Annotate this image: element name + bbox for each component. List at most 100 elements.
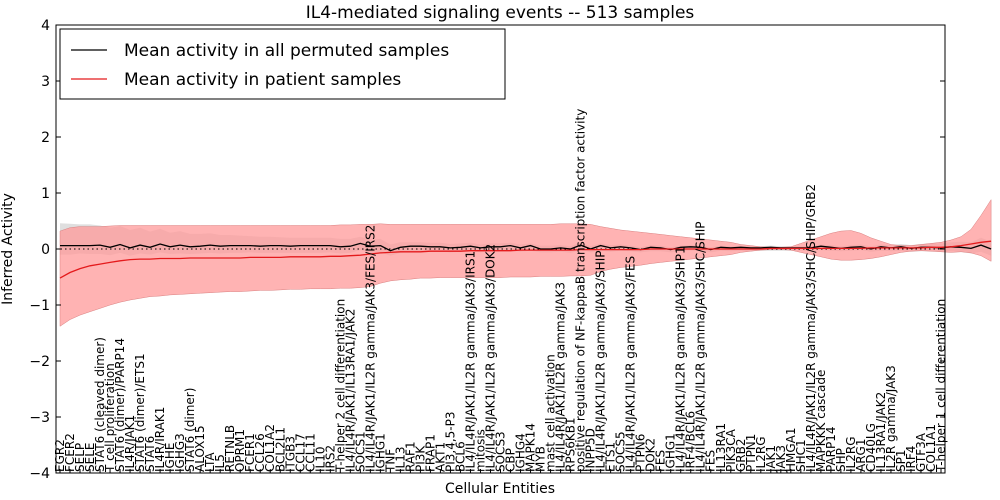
x-tick-label: SELP	[73, 443, 87, 472]
x-tick-label: IL2RG	[844, 437, 858, 473]
x-tick-label: CD40LG	[864, 423, 878, 472]
x-tick-label: FES	[654, 450, 668, 472]
x-tick-label: IL4R/IRAK1	[153, 407, 167, 472]
y-tick-label: −4	[29, 466, 50, 482]
x-tick-label: MAPK14	[524, 423, 538, 472]
x-tick-label: SOCS1	[353, 431, 367, 472]
y-tick-label: −1	[29, 298, 50, 314]
x-tick-label: RAF1	[403, 441, 417, 472]
x-tick-label: IGHG4	[514, 433, 528, 472]
x-tick-label: IL13RA1	[714, 423, 728, 472]
x-tick-label: IL4/IL4R/JAK1/IL13RA1/JAK2	[343, 309, 357, 473]
x-tick-label: SP1	[894, 450, 908, 473]
y-tick-label: 1	[41, 186, 50, 202]
x-tick-label: STAT6 (dimer)	[183, 388, 197, 472]
x-tick-label: HMGA1	[784, 427, 798, 472]
confidence-bands	[59, 198, 992, 327]
x-tick-label: AKT1	[433, 442, 447, 472]
x-tick-label: MYB	[534, 446, 548, 472]
y-tick-label: −2	[29, 354, 50, 370]
y-tick-labels: −4 −3 −2 −1 0 1 2 3 4	[29, 18, 50, 482]
x-tick-label: ITGB3	[283, 436, 297, 472]
x-tick-label: SOCS3	[494, 431, 508, 472]
x-tick-label: OPRM1	[233, 429, 247, 472]
x-tick-label: PTPN1	[744, 434, 758, 472]
y-axis-title: Inferred Activity	[0, 193, 16, 305]
y-tick-label: 4	[41, 18, 50, 34]
x-tick-label: PARP14	[824, 426, 838, 472]
x-tick-label: mast cell activation	[544, 354, 558, 472]
x-tick-label: IL4/IL4R/JAK1/IL2R gamma/JAK3/DOK2	[484, 244, 498, 472]
x-tick-label: CCL26	[253, 433, 267, 472]
legend-label: Mean activity in patient samples	[124, 70, 401, 90]
x-tick-label: T cell proliferation	[103, 363, 117, 473]
x-tick-label: PI3K	[413, 445, 427, 472]
x-tick-label: COL1A1	[924, 424, 938, 472]
x-tick-label: IL10	[313, 447, 327, 473]
x-tick-label: ALOX15	[193, 425, 207, 472]
x-tick-label: T-helper 1 cell differentiation	[934, 299, 948, 473]
x-tick-label: IGHE	[163, 443, 177, 472]
series-lines	[56, 240, 992, 279]
x-tick-label: ARG1	[854, 439, 868, 472]
x-tick-label: SOCS5	[614, 431, 628, 472]
x-tick-label: PIK3CA	[724, 428, 738, 472]
x-tick-label: JAK1	[764, 445, 778, 473]
x-tick-label: FCER1	[243, 433, 257, 472]
y-tick-label: 2	[41, 130, 50, 146]
x-tick-label: PTPN6	[634, 434, 648, 472]
x-tick-label: IL4/IL4R/JAK1/IL2R gamma/JAK3/SHP1	[674, 246, 688, 472]
x-tick-label: STAT6 (dimer)/ETS1	[133, 353, 147, 472]
x-tick-label: IRF4	[904, 446, 918, 472]
x-tick-label: IL4/IL4R/JAK1/IL2R gamma/JAK3/IRS1	[464, 251, 478, 472]
y-tick-label: 3	[41, 74, 50, 90]
x-tick-label: T-helper 2 cell differentiation	[333, 299, 347, 473]
x-tick-label: IL4/IL4R/JAK1/IL2R gamma/JAK3/FES	[624, 256, 638, 472]
x-tick-label: IL4/IL4R/JAK1/IL2R gamma/JAK3/FES/IRS2	[363, 225, 377, 472]
x-tick-label: ETS1	[604, 442, 618, 472]
x-tick-label: RPS6KB1	[564, 417, 578, 472]
y-tick-label: 0	[41, 242, 50, 258]
x-tick-label: RETNLB	[223, 425, 237, 472]
x-tick-label: IL13	[393, 447, 407, 473]
x-tick-label: TNF	[383, 449, 397, 473]
x-tick-label: mitosis	[474, 429, 488, 472]
x-tick-label: IL5	[213, 454, 227, 472]
x-tick-label: IGHG1	[664, 433, 678, 472]
x-tick-label: IL4/IL4R/JAK1/IL2R gamma/JAK3	[554, 282, 568, 472]
x-axis-title: Cellular Entities	[445, 481, 555, 497]
axes	[55, 24, 946, 474]
x-tick-label: IL2R gamma/JAK3	[884, 365, 898, 472]
x-tick-label: BCL2L1	[273, 427, 287, 472]
series-line-patient	[59, 240, 992, 279]
x-tick-label: IL4R/JAK1	[123, 415, 137, 472]
x-tick-label: FRAP1	[423, 434, 437, 472]
x-tick-label: IL2RG	[754, 437, 768, 473]
x-tick-label: DOK2	[644, 438, 658, 472]
x-tick-label: IL4/IL4R/JAK1/IL2R gamma/JAK3/SHC/SHIP	[694, 221, 708, 472]
x-tick-label: FCER2	[63, 433, 77, 472]
band-patient	[59, 198, 992, 327]
legend-label: Mean activity in all permuted samples	[124, 41, 449, 61]
x-tick-label: IGHG3	[173, 433, 187, 472]
x-tick-label: LTA	[203, 452, 217, 472]
x-tick-label: INPP5D	[584, 428, 598, 472]
x-tick-label: SHC1	[794, 439, 808, 472]
x-tick-label: IL4/IL4R/JAK1/IL2R gamma/JAK3/SHIP	[594, 251, 608, 472]
x-tick-label: SELE	[83, 443, 97, 472]
x-tick-label: IGHG1	[373, 433, 387, 472]
legend-box	[59, 28, 506, 100]
x-tick-label: STAT6	[143, 436, 157, 472]
x-tick-label: EGR2	[53, 439, 67, 472]
x-tick-label: JAK3	[774, 445, 788, 473]
x-tick-label: IRF4/BCL6	[684, 411, 698, 472]
x-tick-label: CBP	[504, 448, 518, 472]
x-tick-label: positive regulation of NF-kappaB transcr…	[574, 109, 588, 472]
x-tick-label: CCL11	[303, 433, 317, 472]
x-tick-label: STAT6 (cleaved dimer)	[93, 337, 107, 472]
x-tick-label: FES	[704, 450, 718, 472]
x-tick-label: MAPKKK cascade	[814, 370, 828, 472]
x-tick-label: IL4/IL4R/JAK1/IL2R gamma/JAK3/SHC/SHIP/G…	[804, 184, 818, 472]
x-tick-label: SHP	[834, 448, 848, 472]
